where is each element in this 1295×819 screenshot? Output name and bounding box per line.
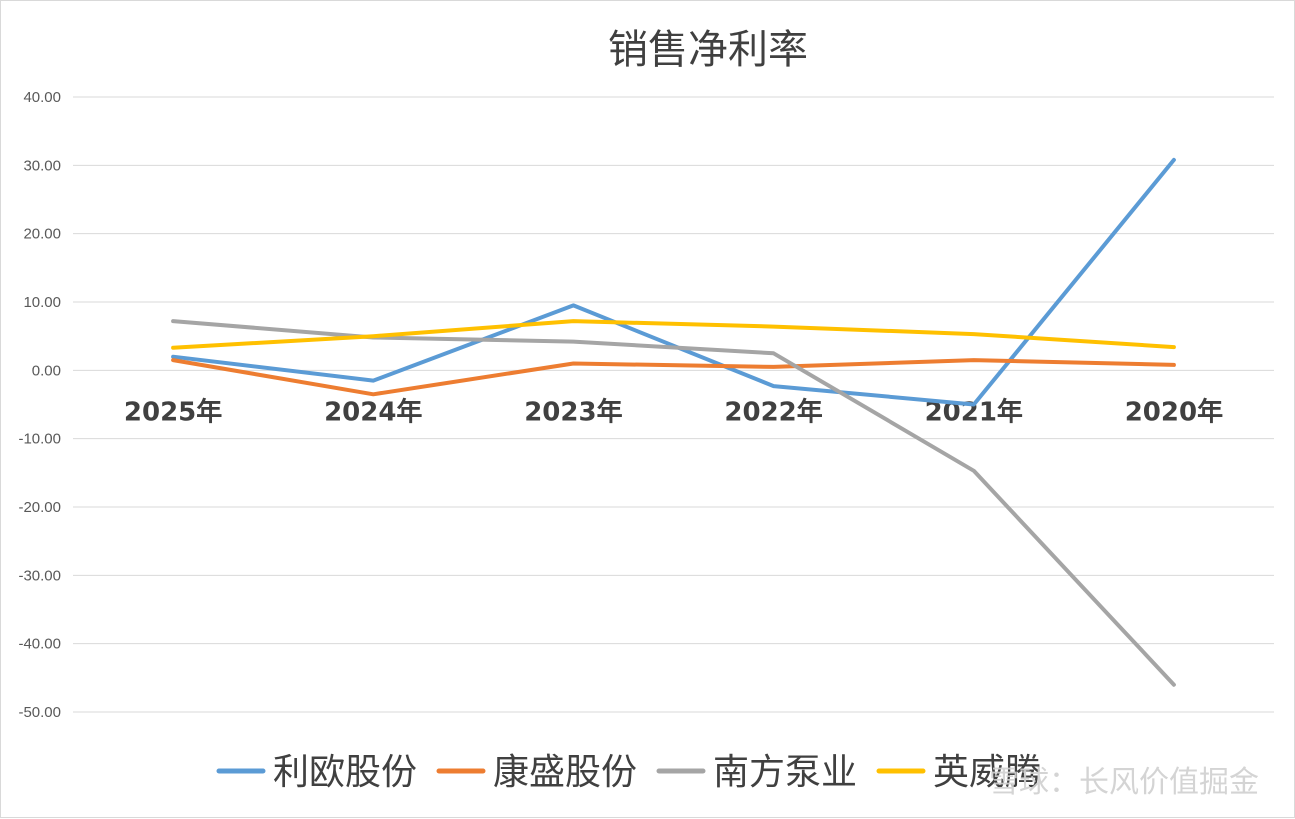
y-tick-label: 30.00	[23, 157, 61, 174]
legend-label: 南方泵业	[713, 752, 857, 793]
y-tick-label: 40.00	[23, 89, 61, 106]
y-tick-label: -10.00	[18, 431, 61, 448]
legend-item: 利欧股份	[216, 752, 417, 793]
watermark-text: 雪球：长风价值掘金	[989, 765, 1259, 800]
x-tick-label: 2022年	[724, 396, 822, 427]
series-lines	[171, 157, 1176, 687]
y-tick-label: 10.00	[23, 294, 61, 311]
series-line-4	[171, 319, 1176, 350]
x-tick-label: 2025年	[124, 396, 222, 427]
legend-item: 康盛股份	[436, 752, 637, 793]
y-tick-label: -40.00	[18, 636, 61, 653]
y-tick-label: -30.00	[18, 567, 61, 584]
x-tick-label: 2023年	[524, 396, 622, 427]
legend-item: 南方泵业	[656, 752, 857, 793]
y-tick-label: 20.00	[23, 226, 61, 243]
legend-label: 利欧股份	[273, 752, 417, 793]
y-tick-label: -20.00	[18, 499, 61, 516]
x-tick-label: 2020年	[1125, 396, 1223, 427]
legend-label: 康盛股份	[493, 752, 637, 793]
legend: 利欧股份 康盛股份 南方泵业 英威腾	[216, 752, 1041, 793]
series-line-3	[171, 319, 1176, 687]
y-tick-label: -50.00	[18, 704, 61, 721]
y-tick-label: 0.00	[32, 362, 61, 379]
gridlines	[73, 96, 1274, 713]
x-tick-label: 2024年	[324, 396, 422, 427]
legend-label: 英威腾	[933, 752, 1041, 793]
series-line-2	[171, 358, 1176, 397]
y-axis-tick-labels: 40.00 30.00 20.00 10.00 0.00 -10.00 -20.00 -30.…	[18, 89, 61, 721]
legend-item: 英威腾	[876, 752, 1041, 793]
series-line-1	[171, 157, 1176, 407]
x-axis-tick-labels: 2025年 2024年 2023年 2022年 2021年 2020年	[124, 396, 1223, 427]
chart-title: 销售净利率	[608, 27, 808, 73]
